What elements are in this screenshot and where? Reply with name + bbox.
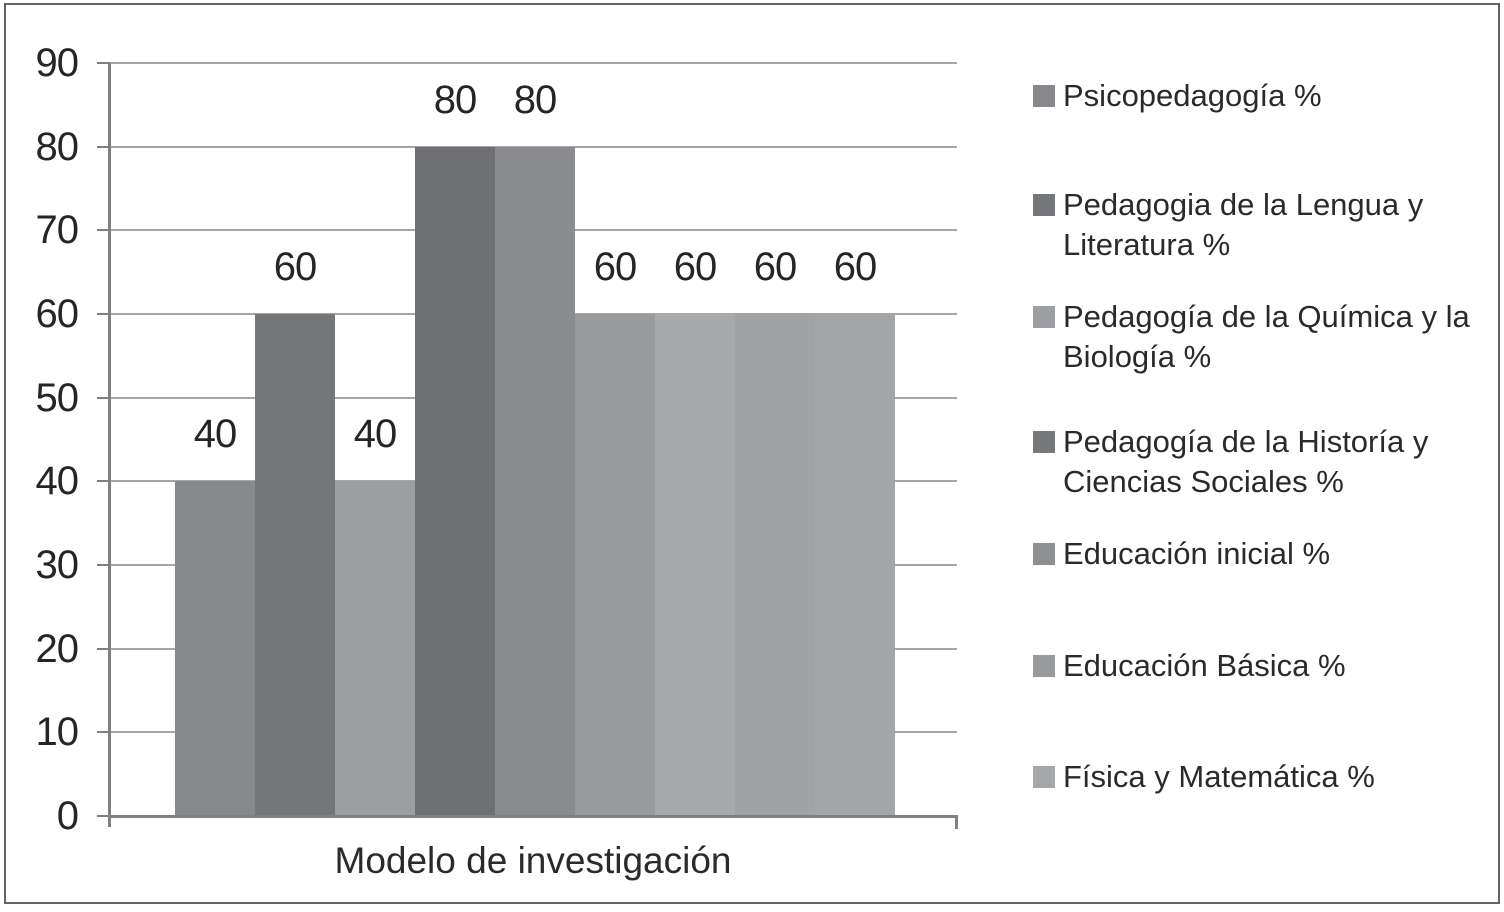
legend-label: Educación Básica % xyxy=(1063,648,1346,683)
x-axis-title: Modelo de investigación xyxy=(334,840,732,881)
legend-swatch xyxy=(1033,194,1055,216)
legend-item: Psicopedagogía % xyxy=(1033,76,1483,116)
legend-swatch xyxy=(1033,431,1055,453)
bar-value-label: 40 xyxy=(193,412,238,457)
legend-label: Física y Matemática % xyxy=(1063,759,1375,794)
bar-value-label: 40 xyxy=(353,412,398,457)
y-axis-tick xyxy=(97,229,110,232)
y-axis-label: 30 xyxy=(35,543,80,587)
bar xyxy=(735,314,815,815)
y-axis-label: 0 xyxy=(56,794,79,838)
bar xyxy=(815,314,895,815)
bar-value-label: 60 xyxy=(753,245,798,289)
y-axis-label: 80 xyxy=(35,124,80,169)
gridline xyxy=(109,62,957,64)
legend-label: Pedagogía de la Química y la Biología % xyxy=(1063,299,1470,374)
y-axis-tick xyxy=(97,647,110,650)
y-axis-label: 60 xyxy=(35,292,80,336)
x-axis-line xyxy=(108,815,958,818)
y-axis-label: 20 xyxy=(35,626,80,671)
bar-value-label: 80 xyxy=(433,77,478,122)
legend-label: Educación inicial % xyxy=(1063,536,1331,571)
legend-item: Pedagogía de la Historía y Ciencias Soci… xyxy=(1033,422,1483,502)
y-axis-tick xyxy=(97,480,110,483)
y-axis-tick xyxy=(97,731,110,734)
legend-swatch xyxy=(1033,85,1055,107)
legend-swatch xyxy=(1033,655,1055,677)
bar-value-label: 60 xyxy=(593,245,638,289)
y-axis-tick xyxy=(97,145,110,148)
legend-swatch xyxy=(1033,306,1055,328)
y-axis-tick xyxy=(97,62,110,64)
legend-item: Física y Matemática % xyxy=(1033,757,1483,797)
bar xyxy=(575,314,655,815)
legend-swatch xyxy=(1033,543,1055,565)
bar-value-label: 80 xyxy=(513,77,558,122)
y-axis-tick xyxy=(97,313,110,315)
legend-item: Educación inicial % xyxy=(1033,534,1483,574)
bar xyxy=(655,314,735,815)
y-axis-tick xyxy=(97,815,110,817)
y-axis-label: 10 xyxy=(35,710,80,755)
bar xyxy=(175,481,255,815)
legend-swatch xyxy=(1033,766,1055,788)
x-axis-end-tick xyxy=(955,816,958,829)
legend-label: Psicopedagogía % xyxy=(1063,78,1322,113)
bar-value-label: 60 xyxy=(833,245,878,289)
y-axis-tick xyxy=(97,396,110,399)
bar xyxy=(255,314,335,815)
legend-label: Pedagogia de la Lengua y Literatura % xyxy=(1063,187,1424,262)
legend-item: Pedagogía de la Química y la Biología % xyxy=(1033,297,1483,377)
y-axis-tick xyxy=(97,564,110,566)
legend-label: Pedagogía de la Historía y Ciencias Soci… xyxy=(1063,424,1429,499)
y-axis-line xyxy=(108,63,111,827)
bar xyxy=(495,146,575,815)
y-axis-label: 70 xyxy=(35,208,80,253)
bar-value-label: 60 xyxy=(273,245,318,289)
y-axis-label: 40 xyxy=(35,459,80,504)
bar xyxy=(415,146,495,815)
legend-item: Pedagogia de la Lengua y Literatura % xyxy=(1033,185,1483,265)
legend-item: Educación Básica % xyxy=(1033,646,1483,686)
bar xyxy=(335,481,415,815)
y-axis-label: 90 xyxy=(35,41,80,85)
y-axis-label: 50 xyxy=(35,375,80,420)
bar-value-label: 60 xyxy=(673,245,718,289)
